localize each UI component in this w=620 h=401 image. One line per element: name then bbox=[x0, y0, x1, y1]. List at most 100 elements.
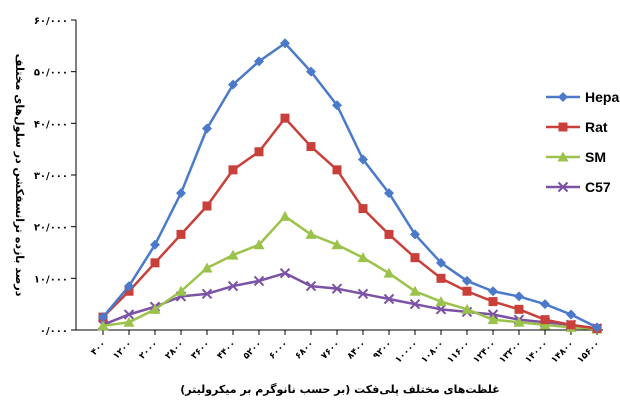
legend-item-c57: C57 bbox=[546, 179, 611, 195]
x-tick-label: ۱۲۰۰ bbox=[112, 339, 135, 362]
data-point-sm bbox=[97, 320, 109, 331]
data-point-sm bbox=[201, 262, 213, 273]
data-point-rat bbox=[436, 273, 446, 283]
legend-item-hepa: Hepa bbox=[546, 89, 619, 105]
x-tick-label: ۱۳۲۰۰ bbox=[498, 339, 524, 365]
data-point-hepa bbox=[306, 66, 316, 77]
data-point-rat bbox=[540, 315, 550, 325]
data-point-rat bbox=[358, 204, 368, 214]
data-point-c57 bbox=[227, 280, 239, 292]
data-point-sm bbox=[227, 249, 239, 260]
data-point-c57 bbox=[383, 293, 395, 305]
y-tick-label: ۱۰/۰۰۰ bbox=[34, 274, 68, 285]
data-point-c57 bbox=[123, 309, 135, 320]
y-tick-label: ۶۰/۰۰۰ bbox=[34, 16, 68, 27]
legend-label-sm: SM bbox=[585, 149, 606, 165]
legend-marker-hepa bbox=[558, 92, 568, 102]
data-point-hepa bbox=[98, 312, 108, 323]
data-point-sm bbox=[409, 285, 421, 296]
data-point-hepa bbox=[462, 275, 472, 286]
data-point-hepa bbox=[540, 299, 550, 310]
legend-marker-sm bbox=[557, 151, 569, 162]
data-point-c57 bbox=[279, 267, 291, 279]
x-tick-label: ۴۰۰ bbox=[89, 339, 108, 358]
data-point-sm bbox=[123, 316, 135, 327]
y-axis-title: درصد بازده ترانسفکشن در سلول‌های مختلف bbox=[13, 54, 26, 297]
data-point-rat bbox=[566, 320, 576, 330]
data-point-rat bbox=[176, 229, 186, 239]
data-point-rat bbox=[488, 297, 498, 307]
legend-marker-c57 bbox=[557, 181, 569, 193]
data-point-hepa bbox=[228, 79, 238, 90]
data-point-rat bbox=[306, 142, 316, 152]
data-point-rat bbox=[384, 229, 394, 239]
x-tick-label: ۱۱۶۰۰ bbox=[446, 339, 472, 365]
legend-item-rat: Rat bbox=[546, 119, 608, 135]
data-point-rat bbox=[124, 286, 134, 296]
series-sm bbox=[97, 210, 603, 334]
data-point-rat bbox=[514, 304, 524, 314]
x-tick-label: ۵۲۰۰ bbox=[242, 339, 265, 362]
data-point-rat bbox=[462, 286, 472, 296]
data-point-hepa bbox=[410, 229, 420, 240]
data-point-hepa bbox=[514, 291, 524, 302]
data-point-c57 bbox=[253, 275, 265, 287]
data-point-sm bbox=[175, 285, 187, 296]
data-point-rat bbox=[202, 201, 212, 211]
data-point-c57 bbox=[435, 304, 447, 315]
series-line-sm bbox=[102, 215, 598, 331]
x-tick-label: ۱۰۸۰۰ bbox=[420, 339, 446, 365]
x-tick-label: ۱۰۰۰۰ bbox=[394, 339, 420, 365]
y-tick-label: ۵۰/۰۰۰ bbox=[34, 68, 68, 79]
data-point-sm bbox=[435, 296, 447, 307]
x-axis-title: غلظت‌های مختلف پلی‌فکت (بر حسب نانوگرم ب… bbox=[180, 383, 500, 396]
data-point-hepa bbox=[176, 188, 186, 199]
data-point-rat bbox=[332, 165, 342, 175]
y-axis-ticks: ۰/۰۰۰ ۱۰/۰۰۰ ۲۰/۰۰۰ ۳۰/۰۰۰ ۴۰/۰۰۰ ۵۰/۰۰۰ ۶۰/۰۰… bbox=[34, 16, 76, 337]
data-point-c57 bbox=[201, 288, 213, 300]
data-point-hepa bbox=[254, 56, 264, 67]
x-axis-ticks: ۴۰۰ ۱۲۰۰ ۲۰۰۰ ۲۸۰۰ ۳۶۰۰ ۴۴۰۰ ۵۲۰۰ ۶۰۰۰ ۶۸۰۰ ۷۶۰۰ ۸… bbox=[89, 330, 602, 366]
y-tick-label: ۴۰/۰۰۰ bbox=[34, 119, 68, 130]
chart-legend: Hepa Rat SM C57 bbox=[546, 89, 619, 195]
x-tick-label: ۲۸۰۰ bbox=[164, 339, 187, 362]
data-point-c57 bbox=[305, 280, 317, 292]
data-point-sm bbox=[461, 303, 473, 314]
data-point-sm bbox=[383, 267, 395, 278]
data-point-c57 bbox=[409, 298, 421, 310]
x-tick-label: ۸۴۰۰ bbox=[346, 339, 369, 362]
data-point-sm bbox=[539, 319, 551, 330]
data-point-sm bbox=[331, 239, 343, 250]
x-tick-label: ۴۴۰۰ bbox=[216, 339, 239, 362]
data-point-hepa bbox=[592, 322, 602, 333]
x-tick-label: ۶۸۰۰ bbox=[294, 339, 317, 362]
x-tick-label: ۷۶۰۰ bbox=[320, 339, 343, 362]
y-tick-label: ۳۰/۰۰۰ bbox=[34, 171, 68, 182]
x-tick-label: ۱۴۸۰۰ bbox=[550, 339, 576, 365]
series-hepa bbox=[98, 38, 602, 333]
data-point-hepa bbox=[332, 100, 342, 111]
data-point-c57 bbox=[357, 288, 369, 300]
data-point-rat bbox=[150, 258, 160, 268]
data-point-rat bbox=[280, 113, 290, 123]
data-point-c57 bbox=[331, 283, 343, 294]
x-tick-label: ۹۲۰۰ bbox=[372, 339, 395, 362]
data-point-rat bbox=[254, 147, 264, 157]
series-line-hepa bbox=[102, 42, 598, 329]
data-point-hepa bbox=[202, 123, 212, 134]
data-point-hepa bbox=[384, 188, 394, 199]
data-point-sm bbox=[357, 252, 369, 263]
data-point-sm bbox=[253, 239, 265, 250]
data-point-hepa bbox=[124, 281, 134, 292]
data-point-sm bbox=[305, 228, 317, 239]
data-point-hepa bbox=[150, 239, 160, 250]
x-tick-label: ۲۰۰۰ bbox=[138, 339, 161, 362]
series-line-c57 bbox=[102, 271, 598, 330]
data-point-sm bbox=[149, 303, 161, 314]
legend-label-rat: Rat bbox=[585, 119, 608, 135]
x-tick-label: ۶۰۰۰ bbox=[268, 339, 291, 362]
data-point-sm bbox=[279, 210, 291, 221]
series-layer bbox=[97, 38, 603, 334]
data-point-sm bbox=[487, 314, 499, 325]
